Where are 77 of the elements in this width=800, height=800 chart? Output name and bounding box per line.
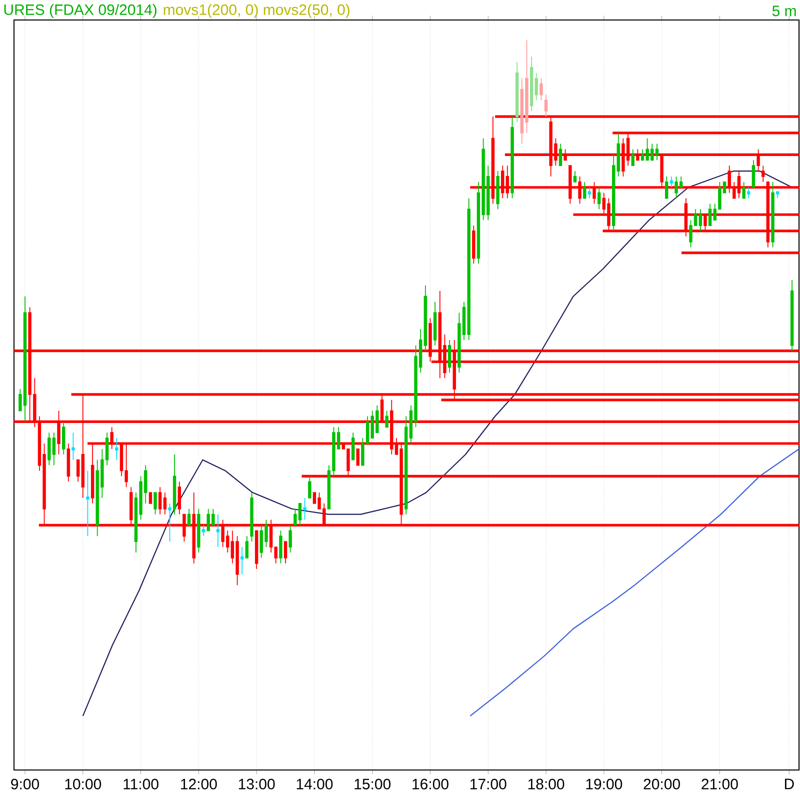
candlestick <box>698 208 702 232</box>
candlestick <box>598 186 601 210</box>
candlestick <box>284 541 288 564</box>
candlestick <box>515 62 519 122</box>
x-tick-label: 14:00 <box>296 778 333 790</box>
candlestick <box>665 176 668 199</box>
candlestick <box>433 301 437 346</box>
candlestick <box>279 530 282 564</box>
candlestick <box>708 203 712 226</box>
candlestick <box>558 143 562 166</box>
x-tick-label: 18:00 <box>528 778 564 790</box>
candlestick <box>771 181 774 248</box>
candlestick <box>404 416 408 515</box>
candlestick <box>510 116 514 199</box>
candlestick <box>544 94 548 117</box>
x-tick-label: 19:00 <box>586 778 622 790</box>
candlestick <box>356 448 360 466</box>
candlestick <box>66 443 70 482</box>
candlestick <box>187 508 191 526</box>
candlestick <box>472 225 476 264</box>
candlestick <box>385 410 388 428</box>
candlestick <box>583 181 586 199</box>
candlestick <box>612 154 616 232</box>
candlestick <box>148 492 152 504</box>
candlestick <box>448 340 452 374</box>
x-tick-label: 16:00 <box>412 778 448 790</box>
candlestick <box>216 514 220 548</box>
candlestick <box>424 285 428 352</box>
chart-subtitle: movs1(200, 0) movs2(50, 0) <box>164 4 350 18</box>
candlestick <box>534 72 538 101</box>
candlestick <box>776 191 780 199</box>
candlestick <box>742 181 746 199</box>
candlestick <box>163 492 167 515</box>
candlestick <box>115 438 118 460</box>
candlestick <box>351 432 355 460</box>
x-tick-label: 15:00 <box>354 778 391 790</box>
candlestick <box>616 132 620 177</box>
candlestick <box>631 148 634 166</box>
candlestick <box>48 432 51 466</box>
x-tick-label: 10:00 <box>65 778 102 790</box>
candlestick <box>240 546 244 575</box>
x-tick-label: 13:00 <box>238 778 275 790</box>
x-tick-label: 12:00 <box>181 778 217 790</box>
x-tick-label: 21:00 <box>702 778 738 790</box>
candlestick <box>655 143 659 161</box>
candlestick <box>86 470 90 537</box>
candlestick <box>52 432 56 466</box>
candlestick <box>62 421 66 455</box>
candlestick <box>747 186 750 199</box>
candlestick <box>308 476 312 498</box>
candlestick <box>530 56 534 112</box>
candlestick <box>588 186 592 199</box>
candlestick <box>573 170 577 182</box>
x-tick-label: 20:00 <box>644 778 680 790</box>
chart-title: URES (FDAX 09/2014) <box>4 4 156 18</box>
candlestick <box>202 524 206 537</box>
x-tick-label: 17:00 <box>470 778 506 790</box>
candlestick <box>197 508 200 553</box>
candlestick <box>158 486 162 515</box>
candlestick <box>762 165 765 182</box>
candlestick <box>245 536 249 558</box>
x-tick-label: 9:00 <box>11 778 39 790</box>
candlestick <box>790 280 794 352</box>
candlestick <box>178 481 182 515</box>
candlestick <box>172 454 176 515</box>
candlestick <box>670 176 674 188</box>
x-tick-label: D <box>784 778 794 790</box>
candlestick <box>752 160 756 188</box>
candlestick <box>254 530 258 570</box>
x-tick-label: 11:00 <box>124 778 158 790</box>
candlestick <box>250 492 254 542</box>
candlestick <box>154 492 157 515</box>
candlestick <box>540 78 543 101</box>
candlestick <box>76 459 80 482</box>
candlestick <box>496 170 500 210</box>
candlestick <box>288 524 292 553</box>
text: 5 m <box>772 6 796 16</box>
